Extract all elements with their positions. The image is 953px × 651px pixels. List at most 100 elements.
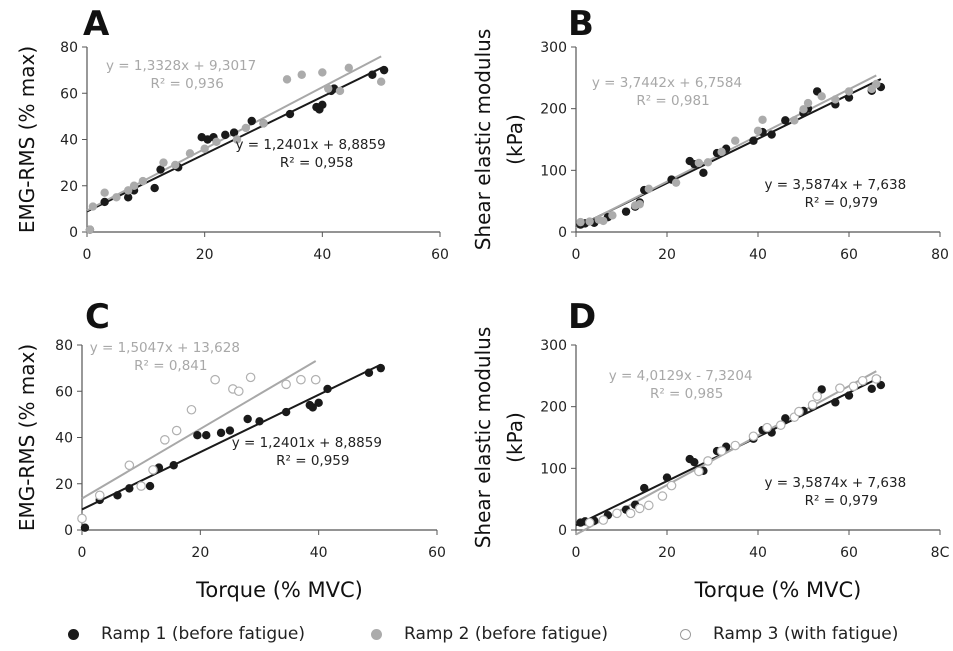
point-ramp2-b [790, 116, 799, 125]
equation-label-ramp2-b: y = 3,7442x + 6,7584 [592, 75, 742, 91]
x-tick-label-b: 80 [931, 247, 949, 263]
point-ramp2-a [123, 186, 133, 195]
point-ramp3-d [835, 383, 845, 393]
point-ramp3-c [124, 460, 135, 471]
y-tick-label-c: 0 [64, 523, 73, 539]
legend-marker-ramp1 [68, 628, 79, 640]
point-ramp1-c [145, 481, 155, 491]
point-ramp1-c [80, 523, 90, 532]
point-ramp1-a [285, 109, 295, 119]
x-tick-label-a: 20 [196, 247, 214, 263]
y-tick-label-a: 0 [69, 225, 78, 241]
point-ramp2-a [324, 84, 333, 93]
y-tick-label-a: 60 [60, 86, 78, 102]
point-ramp3-c [77, 513, 87, 524]
r2-label-ramp2-b: R² = 0,981 [636, 93, 709, 109]
point-ramp3-d [666, 480, 677, 491]
x-tick-label-d: 8C [931, 545, 950, 561]
equation-label-ramp1-a: y = 1,2401x + 8,8859 [235, 137, 385, 153]
point-ramp1-b [767, 130, 776, 139]
point-ramp3-c [160, 435, 170, 445]
point-ramp3-d [775, 420, 786, 430]
point-ramp1-a [229, 128, 239, 137]
point-ramp2-a [241, 123, 251, 133]
point-ramp2-b [872, 79, 881, 89]
point-ramp3-d [762, 422, 772, 433]
point-ramp2-a [335, 86, 345, 96]
point-ramp1-c [216, 428, 226, 438]
y-tick-label-b: 0 [558, 225, 567, 241]
point-ramp3-d [657, 491, 668, 501]
y-axis-label-c: EMG-RMS (% max) [15, 344, 39, 531]
panel-label-b: B [568, 4, 594, 44]
legend-label-ramp1: Ramp 1 (before fatigue) [101, 624, 306, 644]
point-ramp3-c [186, 404, 197, 415]
point-ramp3-d [730, 440, 741, 451]
y-tick-label-b: 300 [540, 40, 567, 56]
point-ramp3-d [807, 400, 818, 410]
point-ramp2-b [758, 115, 767, 124]
y-tick-label-a: 20 [60, 179, 78, 195]
point-ramp3-d [598, 515, 609, 525]
point-ramp2-b [799, 105, 808, 114]
y-axis-label-b-line2: (kPa) [503, 114, 527, 165]
panel-label-a: A [83, 4, 110, 44]
point-ramp3-c [210, 374, 220, 385]
point-ramp2-a [129, 181, 139, 190]
point-ramp1-b [699, 168, 708, 177]
x-tick-label-c: 40 [310, 545, 328, 561]
equation-label-ramp1-b: y = 3,5874x + 7,638 [765, 177, 907, 193]
legend-label-ramp3: Ramp 3 (with fatigue) [713, 624, 899, 644]
point-ramp2-b [585, 217, 594, 226]
point-ramp1-c [243, 414, 252, 424]
point-ramp3-d [748, 431, 759, 442]
legend: Ramp 1 (before fatigue) Ramp 2 (before f… [0, 620, 953, 650]
y-tick-label-d: 200 [540, 400, 567, 416]
point-ramp3-c [296, 374, 306, 385]
point-ramp2-a [344, 63, 354, 73]
point-ramp1-a [379, 65, 389, 75]
point-ramp2-b [635, 200, 644, 209]
r2-label-ramp1-a: R² = 0,958 [280, 155, 353, 171]
point-ramp1-c [125, 484, 134, 493]
r2-label-ramp1-c: R² = 0,959 [276, 453, 349, 469]
y-tick-label-a: 40 [60, 133, 78, 149]
point-ramp3-c [245, 372, 256, 383]
point-ramp1-d [867, 384, 876, 393]
x-tick-label-b: 0 [572, 247, 581, 263]
point-ramp1-c [323, 384, 332, 394]
point-ramp3-d [584, 517, 595, 528]
x-tick-label-d: 0 [572, 545, 581, 561]
legend-label-ramp2: Ramp 2 (before fatigue) [404, 624, 609, 644]
x-tick-label-b: 20 [658, 247, 676, 263]
trendline-ramp3-c [81, 360, 317, 500]
point-ramp1-c [169, 461, 178, 470]
equation-label-ramp2-a: y = 1,3328x + 9,3017 [106, 58, 256, 74]
y-tick-label-a: 80 [60, 40, 78, 56]
point-ramp1-c [364, 368, 374, 377]
legend-marker-ramp2 [371, 628, 382, 640]
point-ramp1-a [100, 197, 109, 207]
point-ramp1-b [749, 136, 758, 145]
point-ramp1-c [193, 430, 202, 440]
x-tick-label-b: 40 [749, 247, 767, 263]
point-ramp1-a [123, 193, 133, 202]
point-ramp1-c [376, 363, 385, 373]
y-tick-label-b: 200 [540, 102, 567, 118]
point-ramp3-d [794, 406, 804, 417]
point-ramp3-c [233, 386, 244, 397]
point-ramp1-b [844, 93, 854, 102]
point-ramp3-c [94, 490, 105, 501]
point-ramp2-a [100, 188, 109, 197]
point-ramp2-a [85, 225, 95, 234]
y-tick-label-c: 80 [55, 338, 73, 354]
point-ramp1-a [221, 130, 230, 140]
point-ramp2-a [318, 68, 327, 77]
y-axis-label-d-line1: Shear elastic modulus [471, 327, 495, 549]
point-ramp2-b [644, 184, 653, 194]
x-tick-label-c: 60 [428, 545, 446, 561]
point-ramp3-d [871, 374, 882, 384]
point-ramp2-b [717, 147, 726, 157]
point-ramp2-b [608, 211, 617, 220]
